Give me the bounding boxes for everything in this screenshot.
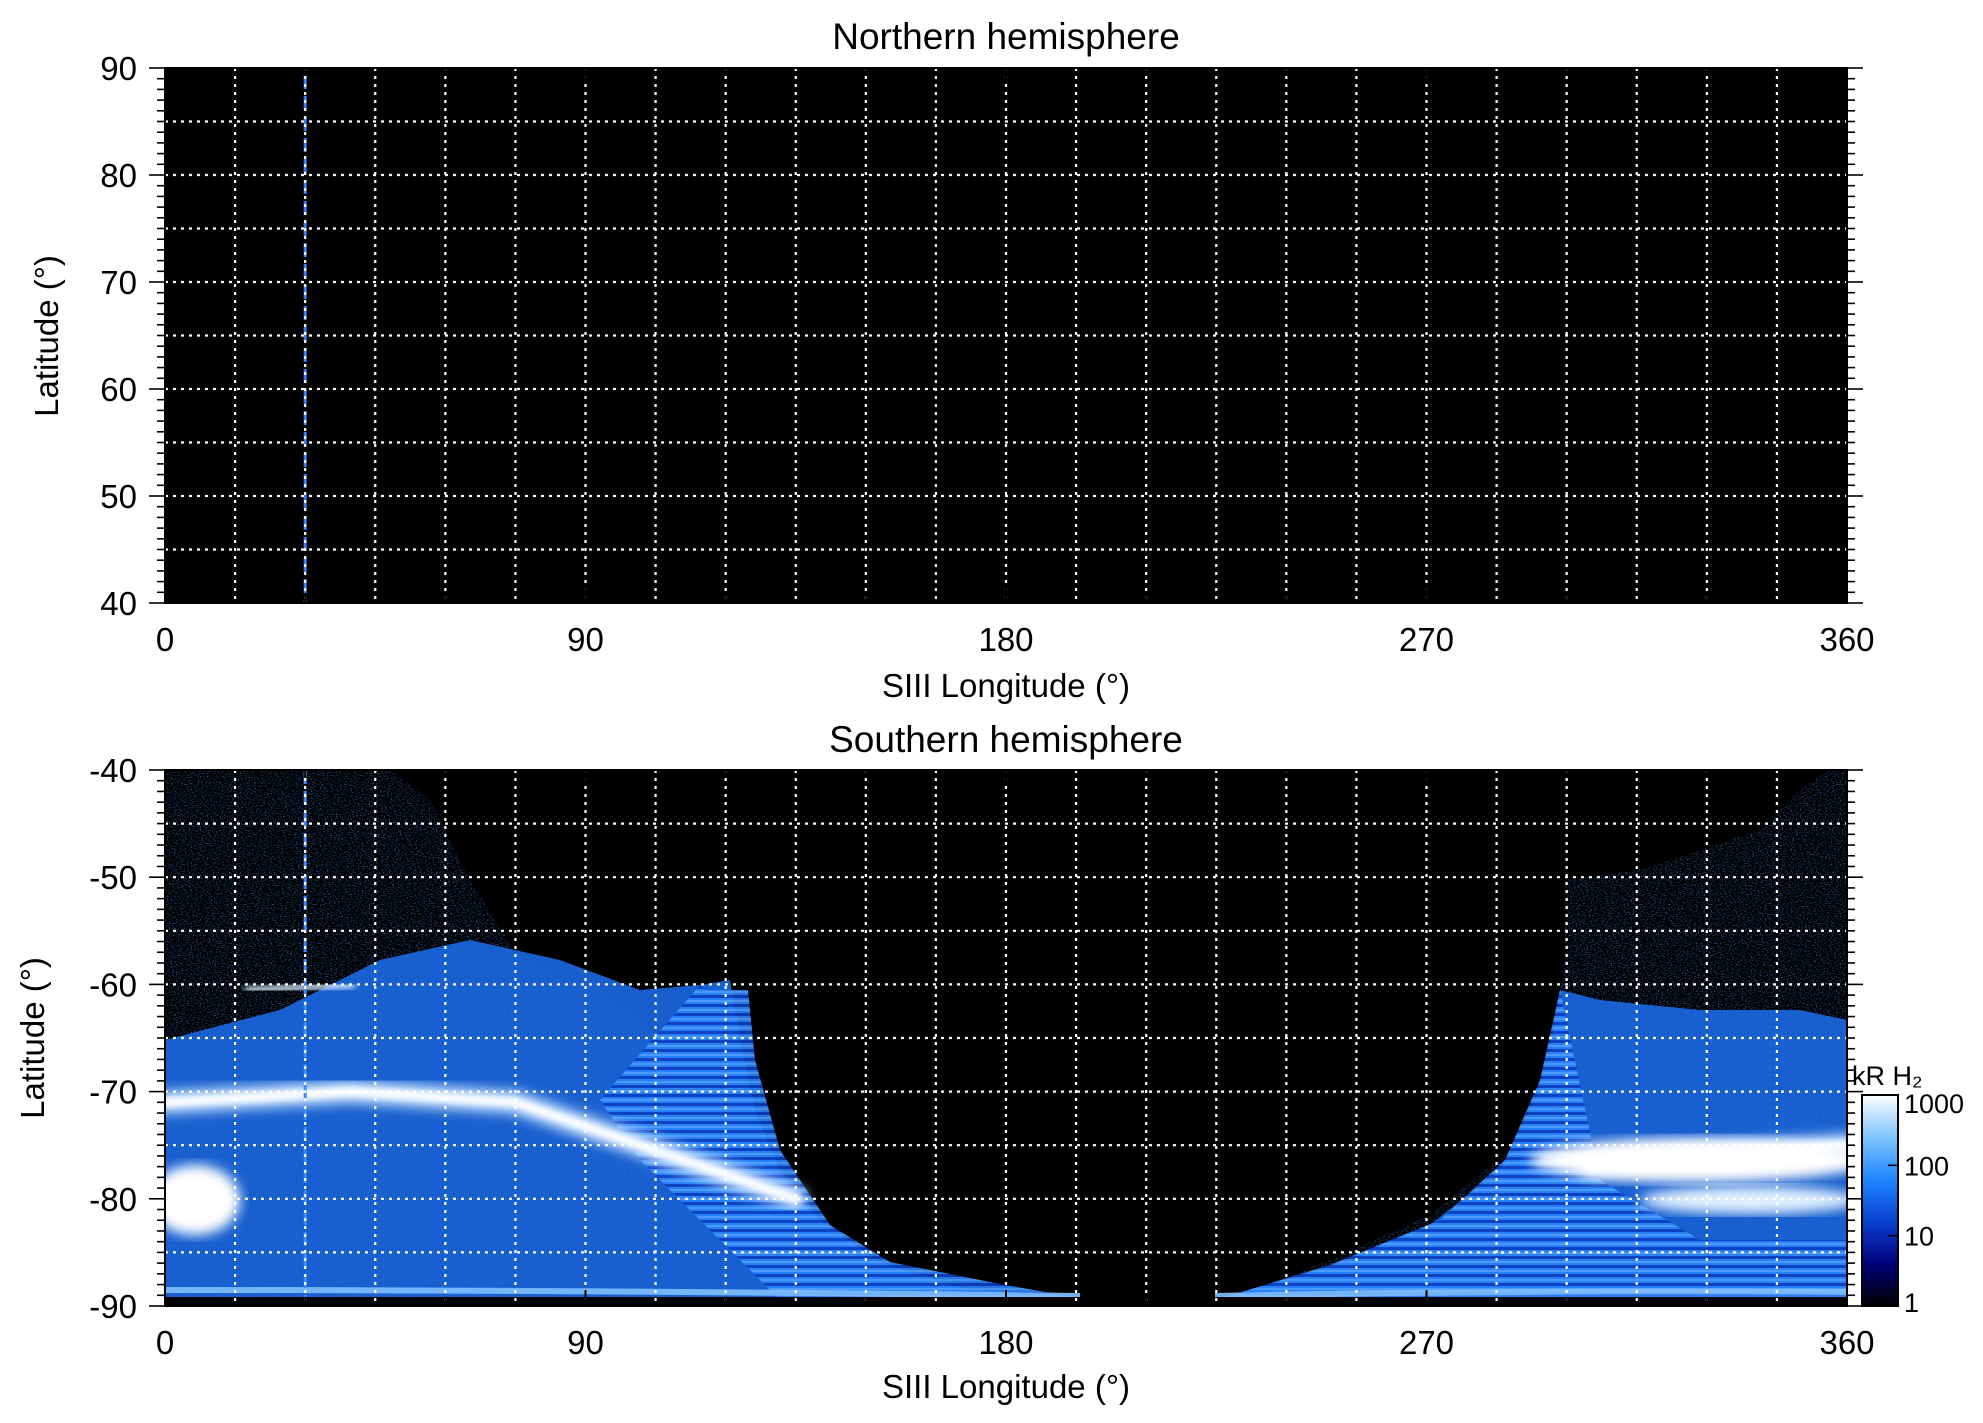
bright-band-right-2: [1640, 1186, 1847, 1214]
colorbar-tick-label: 10: [1904, 1222, 1934, 1252]
south-xtick-label: 0: [156, 1324, 174, 1361]
south-ytick-label: -70: [89, 1074, 137, 1111]
north-title: Northern hemisphere: [832, 16, 1180, 57]
north-axes: 0 90 180 270 360 40 50 60 70 80 90: [100, 50, 1874, 658]
north-ytick-label: 80: [100, 157, 137, 194]
colorbar-tick-label: 1000: [1904, 1089, 1964, 1119]
colorbar-label: kR H₂: [1852, 1061, 1922, 1091]
south-xtick-label: 90: [567, 1324, 604, 1361]
north-xlabel: SIII Longitude (°): [882, 667, 1130, 704]
south-ytick-label: -40: [89, 752, 137, 789]
south-ytick-label: -60: [89, 966, 137, 1003]
north-ytick-label: 90: [100, 50, 137, 87]
colorbar-tick-label: 100: [1904, 1151, 1949, 1181]
south-ylabel: Latitude (°): [14, 957, 51, 1119]
south-panel: Southern hemisphere: [14, 719, 1875, 1405]
colorbar-tick-label: 1: [1904, 1288, 1919, 1318]
south-ytick-label: -80: [89, 1181, 137, 1218]
colorbar: kR H₂ 1000 100 10 1: [1852, 1061, 1964, 1318]
south-grid: [165, 770, 1847, 1306]
north-xtick-label: 0: [156, 621, 174, 658]
south-title: Southern hemisphere: [829, 719, 1183, 760]
south-xtick-label: 360: [1819, 1324, 1874, 1361]
north-xtick-label: 360: [1819, 621, 1874, 658]
emission-wedge-left: [600, 985, 1090, 1300]
south-xtick-label: 270: [1399, 1324, 1454, 1361]
south-axes: 0 90 180 270 360 -40 -50 -60 -70 -80 -90: [89, 752, 1874, 1361]
north-xtick-label: 270: [1399, 621, 1454, 658]
bright-spot-left: [165, 1165, 240, 1235]
colorbar-bar: [1861, 1094, 1899, 1307]
north-ytick-label: 40: [100, 585, 137, 622]
south-ytick-label: -50: [89, 859, 137, 896]
bright-streak: [244, 982, 356, 993]
north-ytick-label: 70: [100, 264, 137, 301]
north-ylabel: Latitude (°): [28, 255, 65, 417]
north-xtick-label: 90: [567, 621, 604, 658]
north-ytick-label: 60: [100, 371, 137, 408]
south-xtick-label: 180: [978, 1324, 1033, 1361]
polar-band-left: [165, 1287, 1081, 1299]
bright-band-right: [1530, 1138, 1847, 1182]
south-ytick-label: -90: [89, 1288, 137, 1325]
north-xtick-label: 180: [978, 621, 1033, 658]
north-ytick-label: 50: [100, 478, 137, 515]
south-xlabel: SIII Longitude (°): [882, 1368, 1130, 1405]
north-grid: [165, 68, 1847, 603]
north-panel: Northern hemisphere 0 90 180 270 360 40 50 60 70…: [28, 16, 1875, 704]
polar-band-right: [1214, 1288, 1847, 1299]
colorbar-ticks: 1000 100 10 1: [1888, 1089, 1964, 1318]
emission-wedge-right: [1215, 990, 1847, 1300]
